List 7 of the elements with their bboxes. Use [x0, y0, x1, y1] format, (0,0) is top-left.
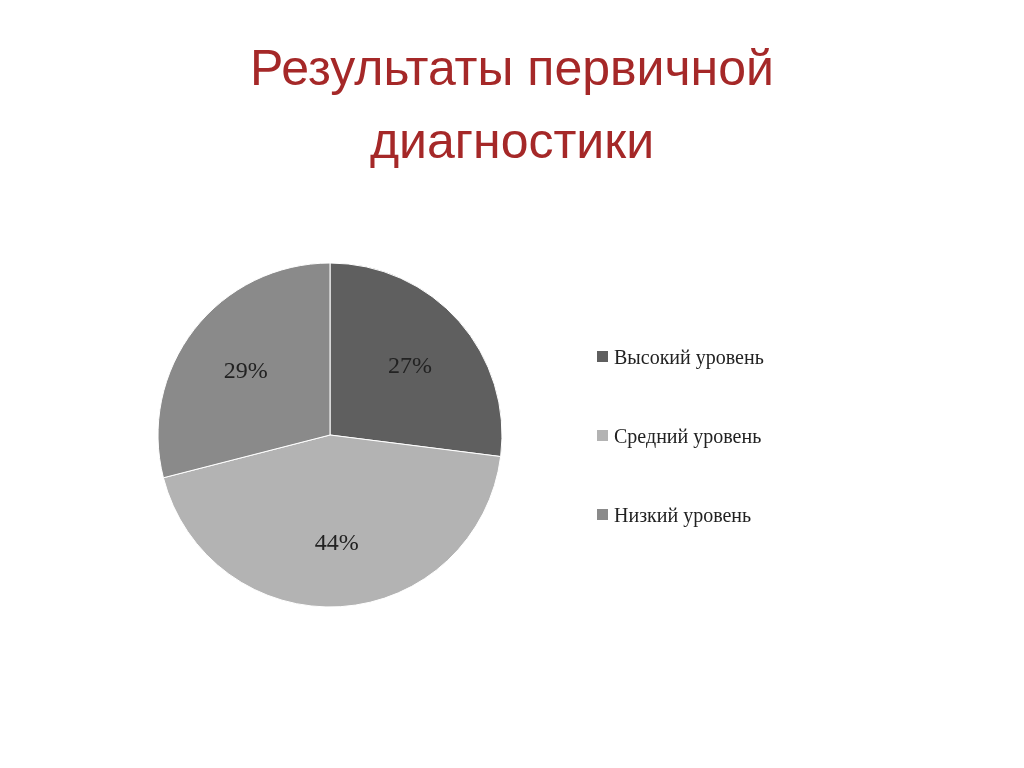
data-label: 27%: [387, 351, 432, 378]
chart-title: Результаты первичной диагностики: [250, 40, 774, 169]
legend-label: Низкий уровень: [614, 504, 752, 527]
data-label: 29%: [223, 357, 268, 384]
legend-label: Средний уровень: [614, 425, 762, 448]
legend-label: Высокий уровень: [614, 346, 764, 369]
data-label: 44%: [314, 528, 359, 555]
